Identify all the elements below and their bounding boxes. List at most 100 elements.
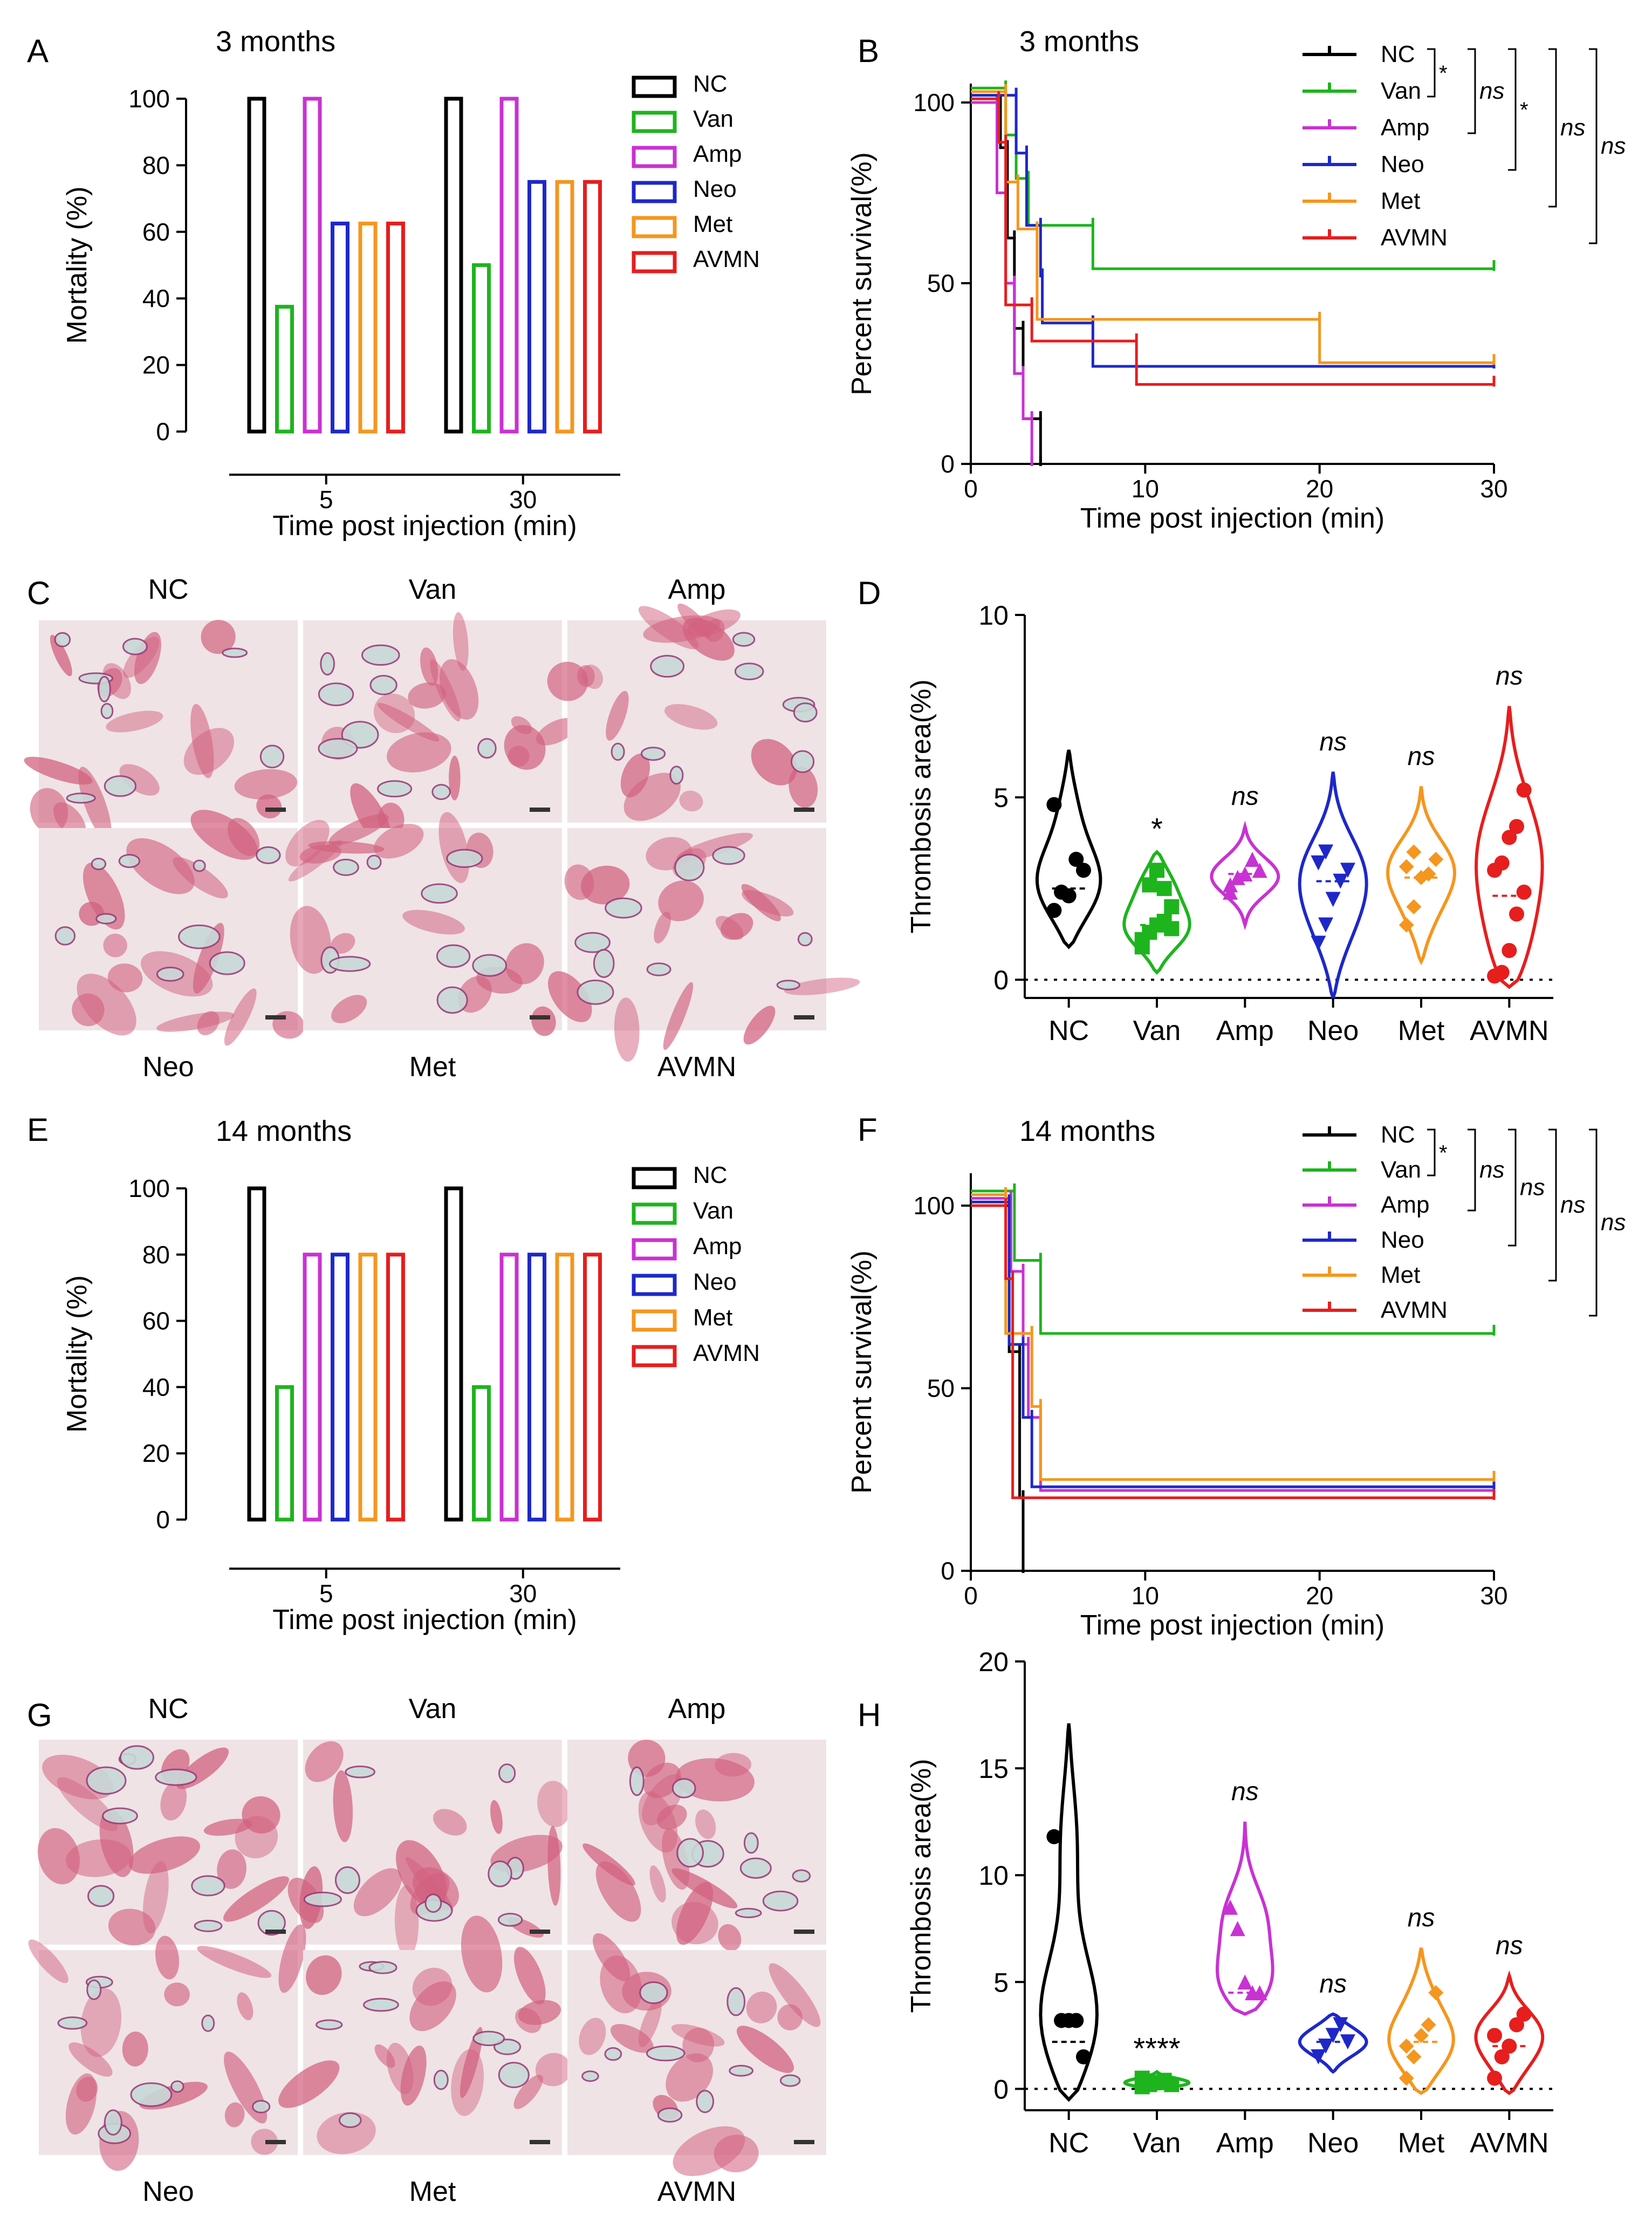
significance-label-nc-vs-avmn: ns [1601, 133, 1626, 159]
tissue-stain-region [65, 2073, 97, 2135]
panel-b-y-tick-label: 50 [927, 269, 955, 297]
survival-line-avmn [971, 97, 1494, 386]
tissue-stain-region [513, 2075, 543, 2109]
significance-label-nc-vs-neo: ns [1520, 1174, 1545, 1201]
panel-a-title: 3 months [216, 25, 335, 58]
tissue-stain-region [751, 738, 797, 785]
violin-van [1122, 850, 1191, 975]
alveolar-space [779, 2074, 801, 2087]
tissue-stain-region [547, 661, 588, 701]
scale-bar [794, 1015, 814, 1020]
panel-h-x-tick-label-met: Met [1398, 2128, 1445, 2159]
tissue-stain-region [671, 1901, 718, 1945]
data-point-neo [1333, 2017, 1348, 2033]
violin-amp [1210, 820, 1280, 931]
alveolar-space [130, 2082, 173, 2107]
data-point-amp [1237, 866, 1253, 882]
violin-met [1386, 786, 1457, 966]
tissue-stain-region [638, 1999, 662, 2048]
significance-bracket-nc-vs-van [1427, 1128, 1436, 1176]
data-point-avmn [1494, 2049, 1510, 2064]
legend-swatch-nc [632, 1167, 677, 1189]
alveolar-space [104, 775, 137, 797]
alveolar-space [605, 897, 642, 919]
tissue-stain-region [217, 1849, 246, 1889]
tissue-stain-region [649, 1865, 666, 1903]
histology-tile-van [287, 1740, 572, 1958]
scale-bar [530, 1930, 550, 1934]
alveolar-space [712, 846, 745, 865]
alveolar-space [316, 2019, 343, 2030]
panel-b-x-tick-label: 30 [1480, 475, 1507, 503]
bar-met-30min [555, 1253, 574, 1522]
violin-met [1387, 1947, 1455, 2095]
alveolar-space [170, 2080, 184, 2093]
data-point-met [1399, 2039, 1414, 2054]
panel-d-x-tick-label-avmn: AVMN [1470, 1015, 1548, 1046]
tissue-stain-region [514, 1947, 546, 2005]
panel-letter-h: H [858, 1697, 881, 1733]
significance-bracket-nc-vs-amp [1468, 48, 1476, 134]
panel-c-label-neo: Neo [142, 1051, 194, 1083]
tissue-stain-region [420, 647, 438, 686]
data-point-neo [1340, 2034, 1355, 2050]
tissue-stain-region [50, 634, 72, 676]
alveolar-space [222, 647, 248, 658]
panel-h-y-tick-label: 10 [978, 1860, 1009, 1891]
alveolar-space [797, 932, 813, 947]
data-point-nc [1046, 902, 1062, 918]
data-point-neo [1318, 844, 1334, 860]
significance-bracket-nc-vs-amp [1468, 1128, 1476, 1212]
tissue-stain-region [433, 1809, 467, 1836]
alveolar-space [100, 703, 114, 720]
data-point-avmn [1516, 2006, 1532, 2022]
data-point-nc [1075, 863, 1091, 878]
alveolar-space [328, 956, 371, 972]
data-point-avmn [1509, 2017, 1524, 2033]
panel-letter-e: E [27, 1112, 49, 1148]
tissue-stain-region [736, 2026, 794, 2073]
alveolar-space [674, 853, 705, 881]
alveolar-space [650, 655, 685, 678]
alveolar-space [498, 1763, 516, 1783]
data-point-van [1134, 2070, 1150, 2086]
panel-e-x-tick-label: 30 [509, 1579, 537, 1607]
data-point-avmn [1487, 2028, 1503, 2043]
significance-bracket-nc-vs-avmn [1589, 1128, 1598, 1317]
alveolar-space [122, 638, 148, 655]
tissue-stain-region [203, 1818, 252, 1836]
tissue-stain-region [164, 1982, 190, 2007]
tissue-stain-region [331, 933, 355, 954]
tissue-stain-region [654, 911, 671, 944]
alveolar-space [193, 859, 206, 872]
bar-neo-5min [331, 221, 349, 434]
panel-f-y-tick-label: 0 [941, 1557, 955, 1585]
panel-d-y-tick-label: 10 [978, 600, 1009, 631]
panel-c-label-avmn: AVMN [657, 1051, 736, 1083]
data-point-van [1164, 2077, 1180, 2092]
panel-f-x-tick-label: 20 [1306, 1582, 1333, 1610]
alveolar-space [639, 1981, 668, 2005]
data-point-met [1414, 2028, 1429, 2043]
tissue-stain-region [769, 1963, 821, 2027]
panel-f-x-axis-label: Time post injection (min) [1080, 1610, 1384, 1641]
scale-bar [794, 2140, 814, 2144]
tissue-stain-region [251, 2129, 278, 2155]
legend-label-van: Van [693, 1198, 734, 1224]
panel-e-x-tick-label: 5 [319, 1579, 333, 1607]
alveolar-space [178, 924, 221, 949]
bar-amp-30min [499, 97, 519, 434]
bar-met-5min [358, 221, 378, 434]
alveolar-space [793, 702, 818, 723]
legend-label-amp: Amp [693, 141, 742, 167]
tissue-stain-region [142, 1861, 169, 1934]
significance-label-avmn: ns [1496, 662, 1523, 690]
alveolar-space [477, 738, 497, 759]
panel-a-y-tick-label: 80 [142, 151, 170, 179]
data-point-amp [1244, 852, 1260, 867]
legend-label-amp: Amp [1381, 114, 1429, 141]
bar-van-5min [275, 1385, 294, 1522]
scale-bar [794, 808, 814, 812]
alveolar-space [104, 2109, 122, 2136]
panel-b-y-tick-label: 0 [941, 450, 955, 478]
